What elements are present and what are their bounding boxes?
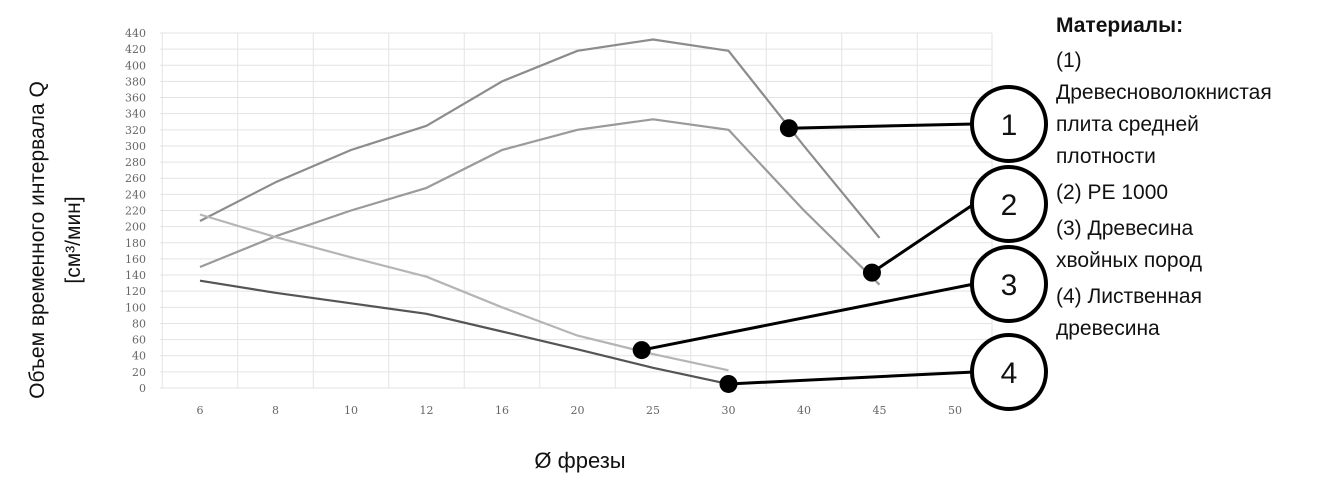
legend-entry-1: (1) Древесноволокнистая плита средней пл… [1056,49,1272,169]
legend: Материалы: (1) Древесноволокнистая плита… [1056,12,1339,349]
y-tick-label-0: 0 [139,382,146,395]
x-tick-labels: 6 8 10 12 16 20 25 30 40 45 50 [197,404,963,417]
series-line-4 [199,279,729,386]
callout-circle-3 [970,245,1048,323]
y-axis-label-line1: Объем временного интервала Q [26,81,49,399]
legend-entry-3: (3) Древесина хвойных пород [1056,217,1203,273]
x-tick-label-1: 8 [272,404,279,417]
y-tick-label-13: 260 [125,172,146,185]
x-tick-label-10: 50 [948,404,962,417]
callout-circle-1 [970,85,1048,163]
y-tick-label-1: 20 [132,366,146,379]
y-tick-label-14: 280 [125,156,146,169]
y-tick-label-15: 300 [125,140,146,153]
callout-leader-2 [871,202,975,274]
y-tick-label-20: 400 [125,59,146,72]
y-tick-label-12: 240 [125,188,146,201]
callout-dot-2 [862,263,881,282]
y-tick-label-3: 60 [132,334,146,347]
y-tick-label-2: 40 [132,350,146,363]
y-tick-label-4: 80 [132,317,146,330]
x-axis-label: Ø фрезы [534,448,625,473]
callouts: 1 2 3 4 [632,85,1048,411]
x-tick-label-5: 20 [571,404,585,417]
y-axis-label-line2: [см³/мин] [62,196,85,283]
callout-circle-4 [970,333,1048,411]
callout-label-1: 1 [1001,109,1018,142]
x-tick-label-9: 45 [873,404,887,417]
x-tick-label-4: 16 [495,404,509,417]
x-tick-label-7: 30 [722,404,736,417]
y-tick-label-10: 200 [125,221,146,234]
y-tick-label-11: 220 [125,205,146,218]
callout-dot-4 [719,374,738,393]
y-tick-label-9: 180 [125,237,146,250]
x-tick-label-2: 10 [344,404,358,417]
y-tick-label-17: 340 [125,108,146,121]
y-tick-label-22: 440 [125,27,146,40]
legend-entry-2: (2) PE 1000 [1056,181,1169,205]
legend-title: Материалы: [1056,14,1184,37]
callout-label-3: 3 [1001,269,1018,302]
callout-label-2: 2 [1001,189,1018,222]
x-tick-label-8: 40 [797,404,811,417]
y-tick-label-19: 380 [125,75,146,88]
y-tick-label-8: 160 [125,253,146,266]
callout-leader-4 [728,370,975,386]
y-tick-label-5: 100 [125,301,146,314]
callout-dot-1 [779,119,798,138]
callout-leader-1 [788,122,975,130]
x-tick-label-3: 12 [420,404,434,417]
callout-dot-3 [632,341,651,360]
y-tick-labels: 0 20 40 60 80 100 120 140 160 180 200 220 240 260 280 3… [125,27,146,395]
y-tick-label-18: 360 [125,92,146,105]
x-tick-label-0: 6 [197,404,204,417]
y-tick-label-21: 420 [125,43,146,56]
grid [160,32,993,389]
x-tick-label-6: 25 [646,404,660,417]
callout-leader-3 [641,282,975,352]
series-line-2 [199,118,881,286]
legend-entry-4: (4) Лиственная древесина [1056,285,1202,341]
y-tick-label-7: 140 [125,269,146,282]
y-tick-label-6: 120 [125,285,146,298]
callout-label-4: 4 [1001,357,1018,390]
series-line-1 [199,38,881,239]
callout-circle-2 [970,165,1048,243]
y-tick-label-16: 320 [125,124,146,137]
